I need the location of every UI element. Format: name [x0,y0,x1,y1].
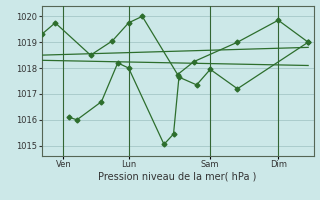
X-axis label: Pression niveau de la mer( hPa ): Pression niveau de la mer( hPa ) [99,172,257,182]
